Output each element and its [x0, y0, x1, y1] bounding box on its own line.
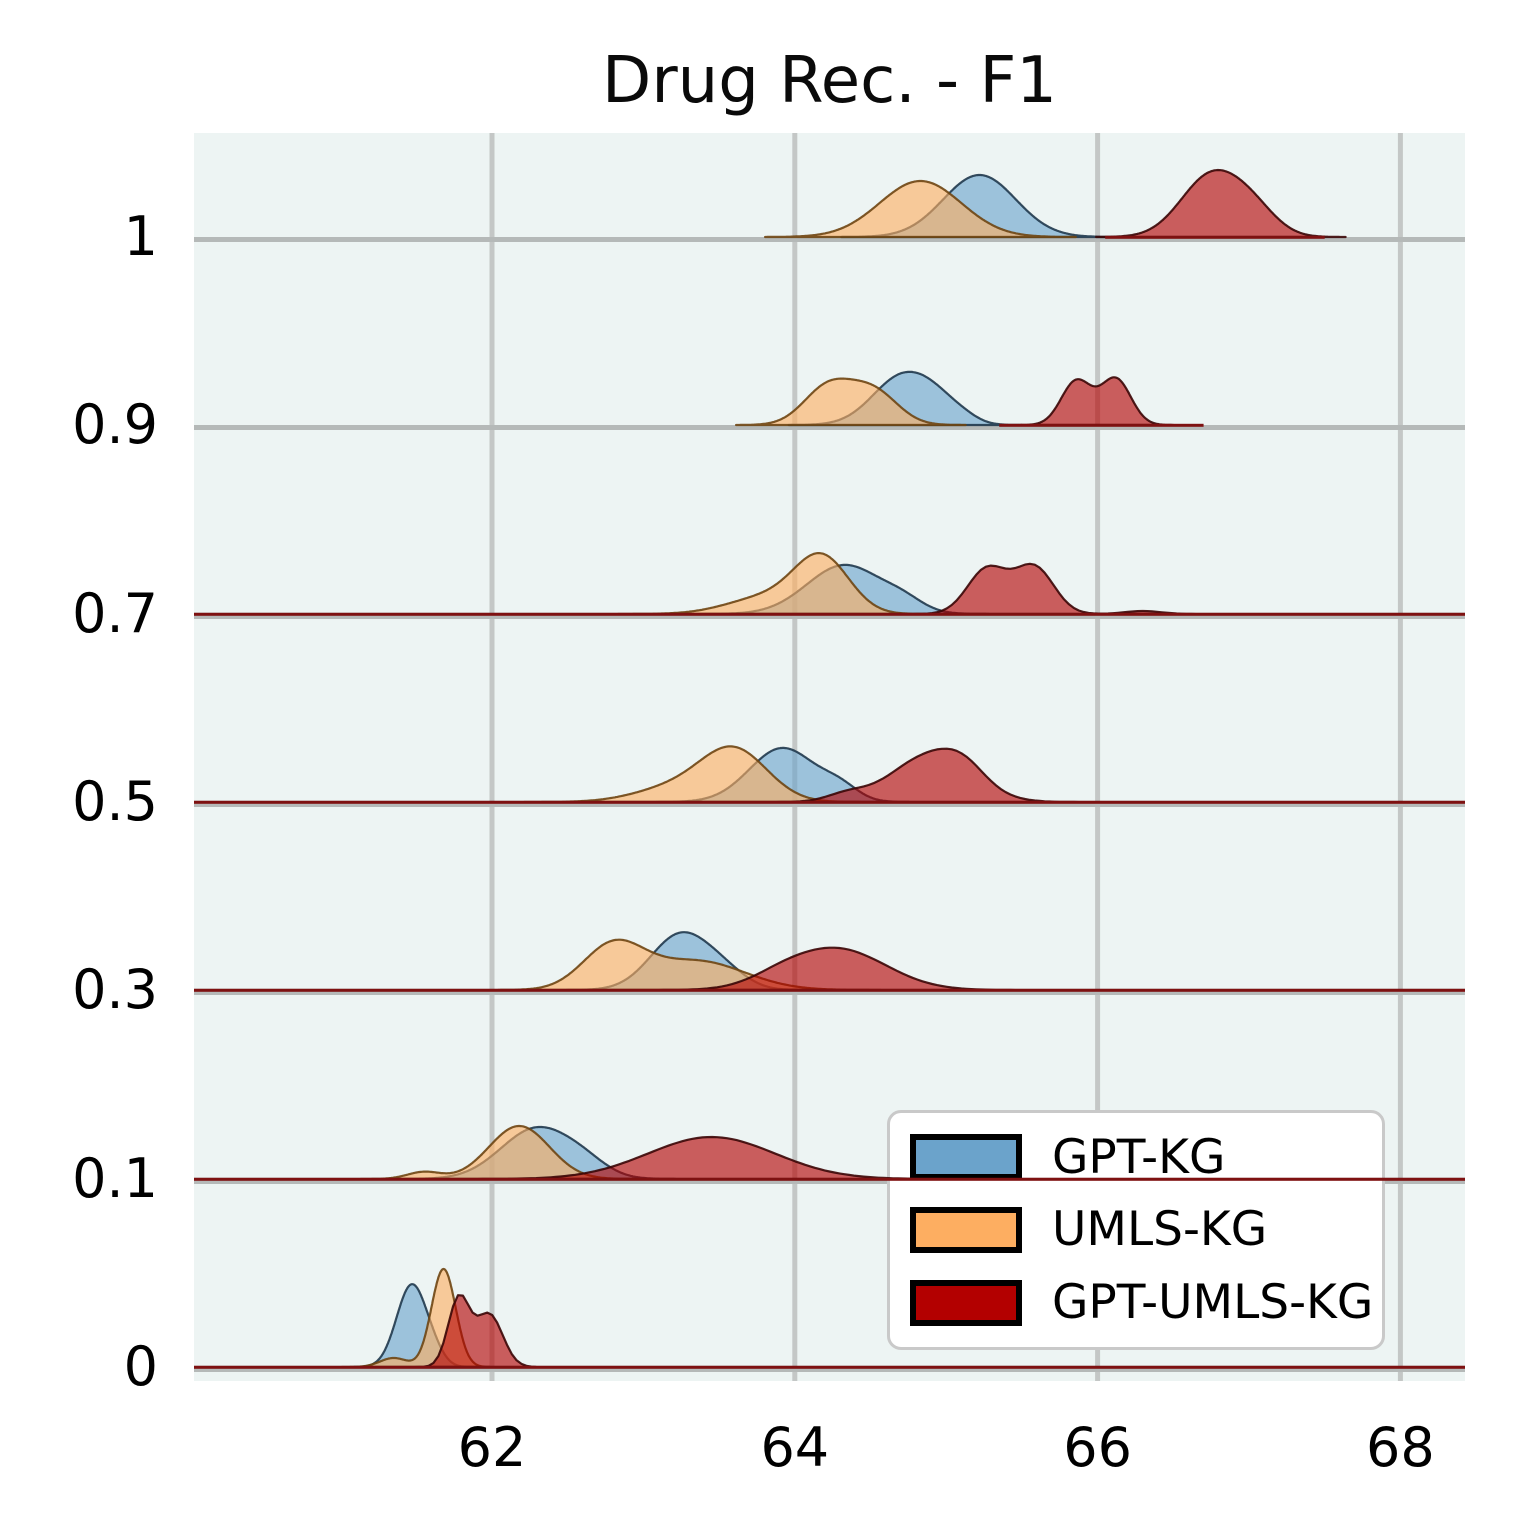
- legend-item-gpt-kg[interactable]: GPT-KG: [910, 1134, 1382, 1181]
- y-tick-label: 0.1: [72, 1147, 158, 1210]
- legend-label: GPT-KG: [1052, 1129, 1226, 1185]
- y-tick-label: 0.5: [72, 770, 158, 833]
- legend-item-gpt-umls-kg[interactable]: GPT-UMLS-KG: [910, 1279, 1382, 1326]
- x-tick-label: 68: [1366, 1416, 1435, 1479]
- y-tick-label: 0.7: [72, 582, 158, 645]
- legend-swatch-umls-kg: [910, 1206, 1022, 1253]
- legend-label: GPT-UMLS-KG: [1052, 1275, 1374, 1331]
- y-tick-label: 0.3: [72, 958, 158, 1021]
- legend-swatch-gpt-umls-kg: [910, 1279, 1022, 1326]
- chart-title: Drug Rec. - F1: [602, 44, 1057, 118]
- x-tick-label: 62: [457, 1416, 527, 1479]
- y-tick-label: 0: [123, 1335, 158, 1398]
- legend-item-umls-kg[interactable]: UMLS-KG: [910, 1206, 1382, 1253]
- legend: GPT-KG UMLS-KG GPT-UMLS-KG: [887, 1110, 1385, 1350]
- x-tick-label: 66: [1063, 1416, 1132, 1479]
- legend-label: UMLS-KG: [1052, 1202, 1268, 1258]
- y-tick-label: 1: [123, 205, 158, 268]
- y-tick-label: 0.9: [72, 393, 158, 456]
- legend-swatch-gpt-kg: [910, 1134, 1022, 1181]
- x-tick-label: 64: [760, 1416, 830, 1479]
